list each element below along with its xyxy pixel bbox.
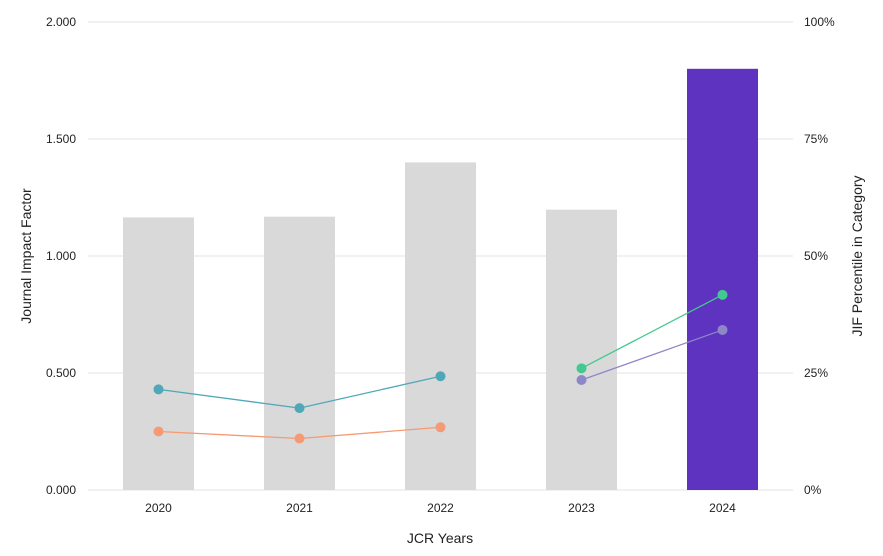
y2-axis-title: JIF Percentile in Category [849,175,865,336]
bar-2023[interactable] [546,209,617,490]
percentile-point[interactable] [435,371,446,382]
left-axis-ticks: 0.000 0.500 1.000 1.500 2.000 [46,15,76,497]
right-tick-label: 0% [804,483,822,497]
bar-2024[interactable] [687,68,758,491]
left-tick-label: 0.500 [46,366,76,380]
left-tick-label: 1.000 [46,249,76,263]
x-tick-label: 2024 [709,501,736,515]
x-axis-ticks: 2020 2021 2022 2023 2024 [145,501,736,515]
percentile-point[interactable] [435,422,446,433]
percentile-point[interactable] [294,403,305,414]
percentile-point[interactable] [153,426,164,437]
x-tick-label: 2023 [568,501,595,515]
x-tick-label: 2021 [286,501,313,515]
percentile-line-4 [581,329,723,381]
y-axis-title: Journal Impact Factor [18,188,34,324]
percentile-point[interactable] [153,384,164,395]
right-axis-ticks: 0% 25% 50% 75% 100% [804,15,835,497]
right-tick-label: 100% [804,15,835,29]
right-tick-label: 50% [804,249,828,263]
x-tick-label: 2020 [145,501,172,515]
bar-2022[interactable] [405,162,476,490]
right-tick-label: 25% [804,366,828,380]
left-tick-label: 0.000 [46,483,76,497]
percentile-line-3 [581,294,723,369]
bars [123,68,758,491]
percentile-points [153,289,728,444]
percentile-point[interactable] [576,375,587,386]
left-tick-label: 2.000 [46,15,76,29]
percentile-point[interactable] [717,289,728,300]
right-tick-label: 75% [804,132,828,146]
percentile-point[interactable] [717,324,728,335]
percentile-point[interactable] [294,433,305,444]
bar-2020[interactable] [123,217,194,490]
left-tick-label: 1.500 [46,132,76,146]
bar-2021[interactable] [264,216,335,491]
x-tick-label: 2022 [427,501,454,515]
percentile-point[interactable] [576,363,587,374]
x-axis-title: JCR Years [407,530,473,546]
